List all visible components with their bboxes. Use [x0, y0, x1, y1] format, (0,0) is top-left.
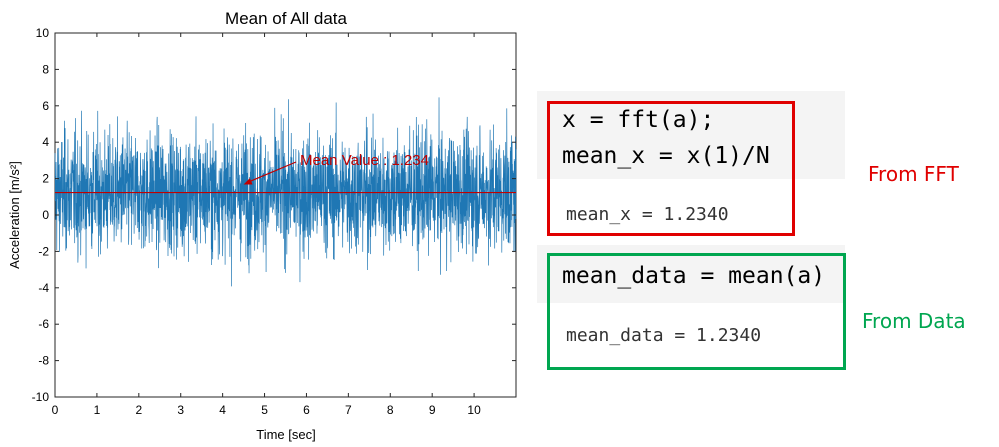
x-tick-label: 3 — [177, 403, 184, 417]
x-axis-ticks: 0 1 2 3 4 5 6 7 8 9 10 — [52, 33, 481, 417]
y-tick-label: 2 — [42, 172, 49, 186]
y-tick-label: 0 — [42, 208, 49, 222]
fft-code-line-1: x = fft(a); — [562, 107, 715, 133]
y-tick-label: -8 — [38, 354, 49, 368]
data-highlight-box — [547, 253, 846, 370]
acceleration-chart: Mean of All data Mean Value : 1.234 0 1 2 3… — [7, 9, 517, 442]
fft-highlight-box — [547, 101, 795, 236]
mean-annotation: Mean Value : 1.234 — [300, 152, 429, 169]
x-axis-label: Time [sec] — [256, 427, 315, 442]
x-tick-label: 2 — [135, 403, 142, 417]
x-tick-label: 4 — [219, 403, 226, 417]
x-tick-label: 7 — [345, 403, 352, 417]
y-tick-label: 10 — [36, 26, 50, 40]
fft-output: mean_x = 1.2340 — [566, 204, 729, 225]
annotation-arrowhead — [243, 178, 253, 185]
data-output: mean_data = 1.2340 — [566, 325, 762, 346]
signal-line — [54, 97, 517, 287]
x-tick-label: 0 — [52, 403, 59, 417]
x-tick-label: 8 — [387, 403, 394, 417]
fft-output-block — [537, 188, 787, 232]
y-tick-label: 8 — [42, 62, 49, 76]
data-label: From Data — [862, 309, 966, 333]
y-axis-label: Acceleration [m/s²] — [7, 161, 22, 269]
signal-series — [54, 97, 517, 287]
annotation-arrow — [249, 161, 297, 183]
fft-code-line-2: mean_x = x(1)/N — [562, 143, 770, 169]
y-axis-ticks: -10 -8 -6 -4 -2 0 2 4 6 8 10 — [32, 26, 516, 404]
x-tick-label: 5 — [261, 403, 268, 417]
data-code-line-1: mean_data = mean(a) — [562, 263, 826, 289]
y-tick-label: -2 — [38, 244, 49, 258]
y-tick-label: 6 — [42, 99, 49, 113]
y-tick-label: 4 — [42, 135, 49, 149]
y-tick-label: -4 — [38, 281, 49, 295]
x-tick-label: 10 — [467, 403, 481, 417]
chart-title: Mean of All data — [225, 9, 347, 28]
x-tick-label: 9 — [429, 403, 436, 417]
y-tick-label: -6 — [38, 317, 49, 331]
x-tick-label: 1 — [94, 403, 101, 417]
x-tick-label: 6 — [303, 403, 310, 417]
y-tick-label: -10 — [32, 390, 50, 404]
fft-label: From FFT — [868, 162, 959, 186]
